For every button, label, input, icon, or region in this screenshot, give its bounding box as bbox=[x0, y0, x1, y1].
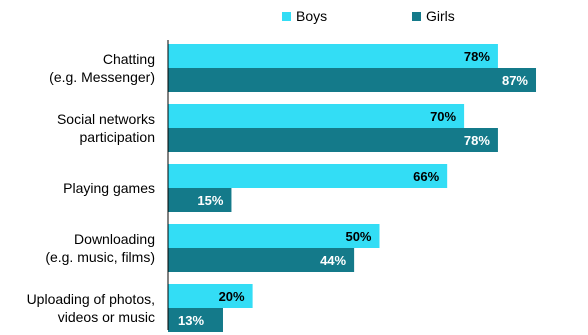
legend-label-boys: Boys bbox=[296, 8, 327, 24]
category-label-line: Social networks bbox=[57, 111, 155, 127]
legend: Boys Girls bbox=[282, 8, 455, 24]
bar-boys-0 bbox=[168, 44, 498, 68]
category-label-4: Uploading of photos, videos or music bbox=[27, 291, 155, 325]
bar-girls-2 bbox=[168, 188, 232, 212]
category-label-line: Chatting bbox=[103, 51, 155, 67]
bar-boys-2 bbox=[168, 164, 448, 188]
category-label-1: Social networks participation bbox=[57, 111, 155, 145]
data-label-boys-4: 20% bbox=[219, 289, 245, 304]
bar-boys-1 bbox=[168, 104, 465, 128]
legend-label-girls: Girls bbox=[426, 8, 455, 24]
bar-girls-1 bbox=[168, 128, 498, 152]
data-label-girls-3: 44% bbox=[320, 253, 346, 268]
bar-girls-0 bbox=[168, 68, 537, 92]
data-label-boys-1: 70% bbox=[430, 109, 456, 124]
legend-swatch-girls bbox=[412, 12, 421, 21]
bar-girls-4 bbox=[168, 308, 223, 332]
category-label-line: Uploading of photos, bbox=[27, 291, 155, 307]
bar-boys-3 bbox=[168, 224, 380, 248]
category-label-3: Downloading (e.g. music, films) bbox=[45, 231, 155, 265]
category-label-line: Downloading bbox=[74, 231, 155, 247]
data-label-boys-2: 66% bbox=[413, 169, 439, 184]
data-label-girls-0: 87% bbox=[502, 73, 528, 88]
data-label-girls-2: 15% bbox=[197, 193, 223, 208]
category-label-line: Playing games bbox=[63, 180, 155, 196]
bars: 78% 87% 70% 78% 66% 15% 50% 44% 20% 13% bbox=[168, 44, 537, 332]
bar-girls-3 bbox=[168, 248, 355, 272]
data-label-girls-4: 13% bbox=[178, 313, 204, 328]
category-label-line: (e.g. music, films) bbox=[45, 249, 155, 265]
data-label-boys-0: 78% bbox=[464, 49, 490, 64]
data-label-girls-1: 78% bbox=[464, 133, 490, 148]
legend-swatch-boys bbox=[282, 12, 291, 21]
category-labels: Chatting (e.g. Messenger) Social networks p… bbox=[27, 51, 155, 325]
category-label-line: videos or music bbox=[58, 309, 155, 325]
category-label-0: Chatting (e.g. Messenger) bbox=[49, 51, 155, 85]
category-label-2: Playing games bbox=[63, 180, 155, 196]
category-label-line: (e.g. Messenger) bbox=[49, 69, 155, 85]
data-label-boys-3: 50% bbox=[345, 229, 371, 244]
category-label-line: participation bbox=[80, 129, 156, 145]
bar-boys-4 bbox=[168, 284, 253, 308]
